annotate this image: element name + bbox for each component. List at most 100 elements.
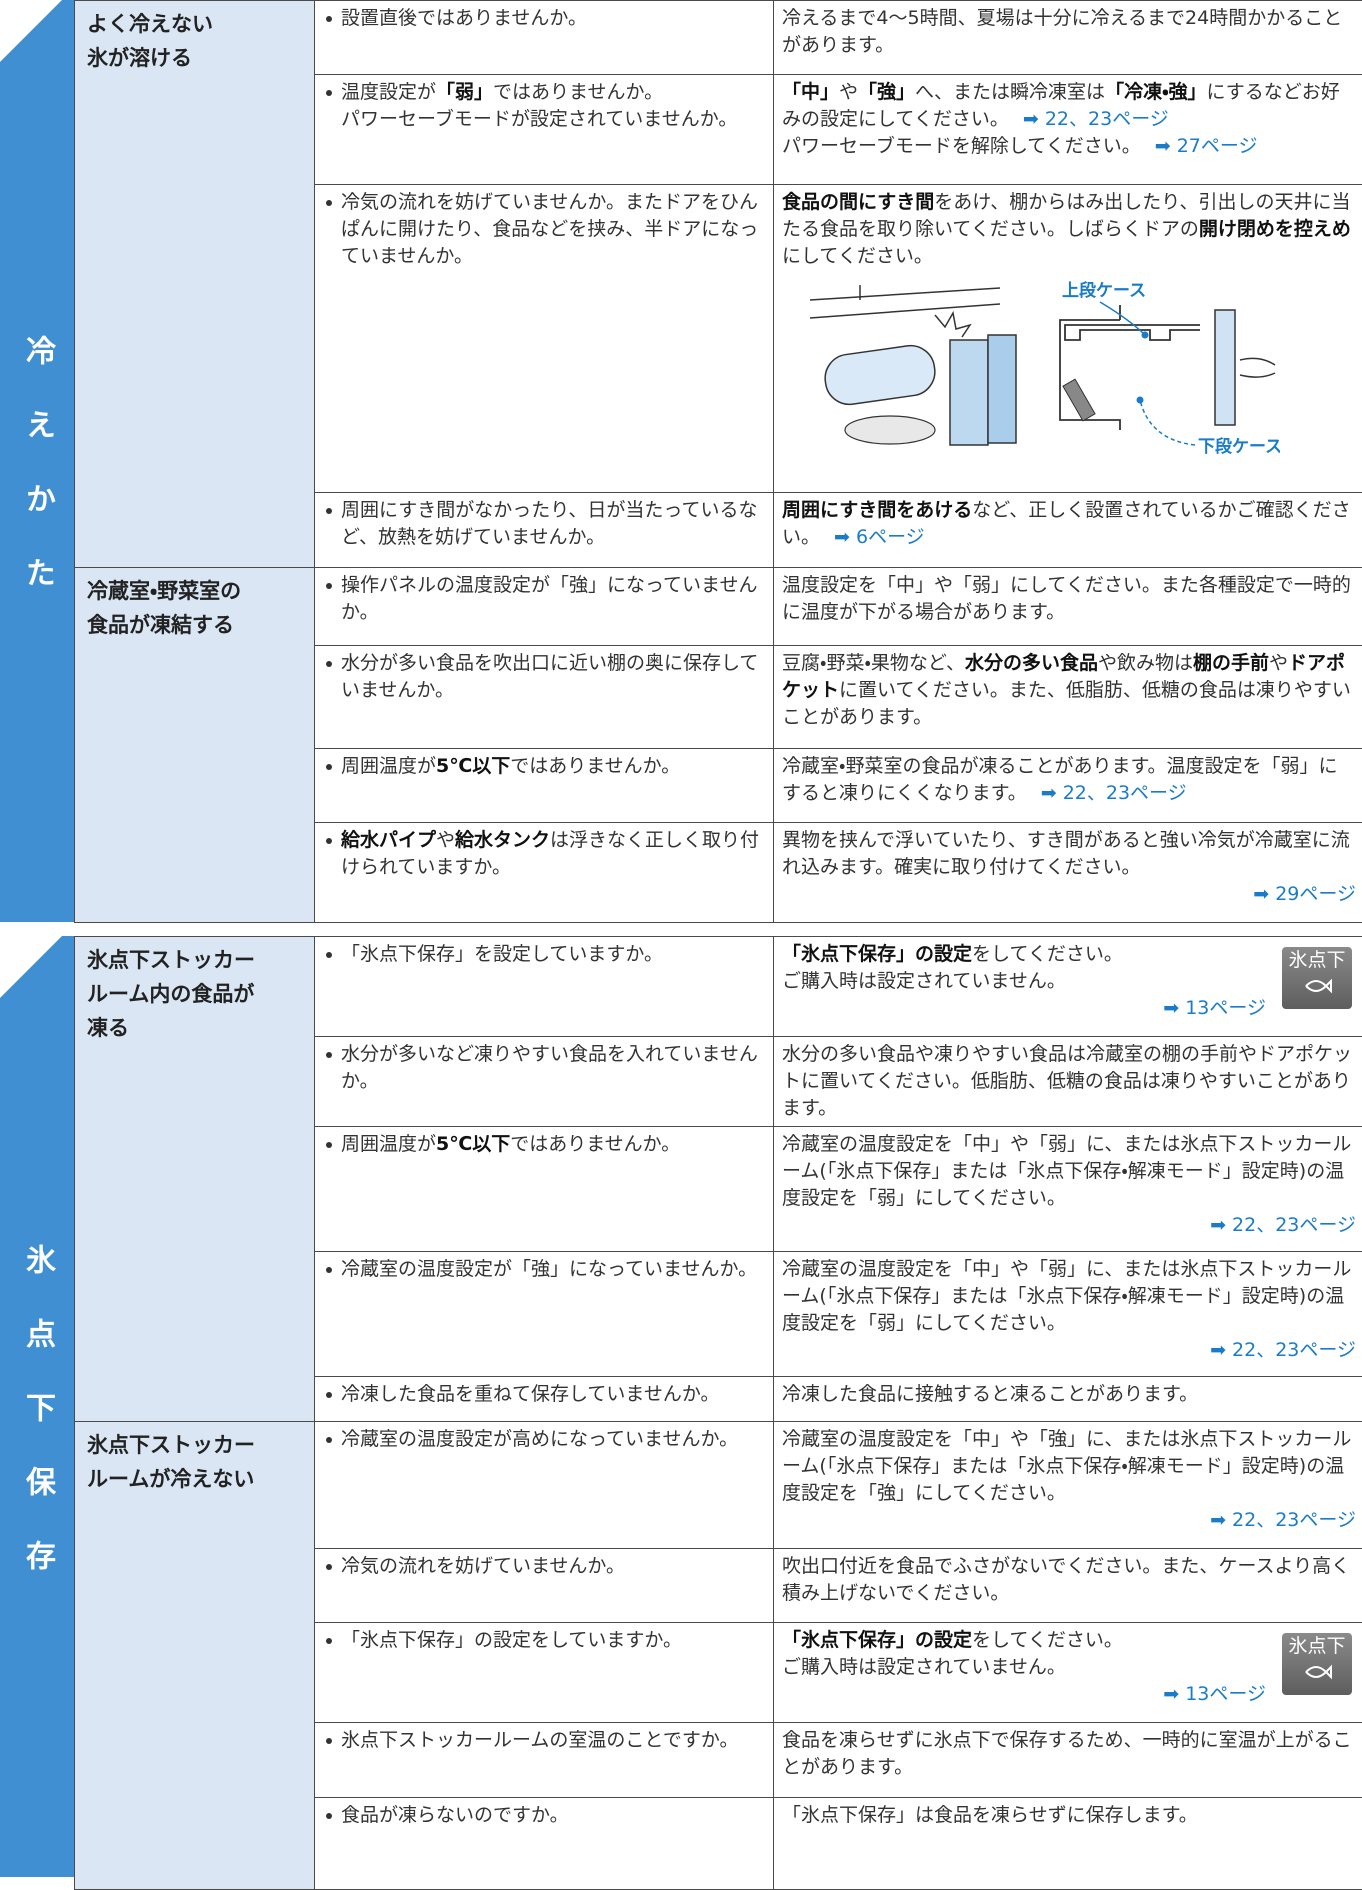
paragraph: ➡ 22、23ページ bbox=[782, 1337, 1356, 1364]
figure-label: 下段ケース bbox=[1198, 436, 1280, 457]
paragraph: 周囲温度が5℃以下ではありませんか。 bbox=[341, 1131, 767, 1158]
remedy-cell: 冷蔵室・野菜室の食品が凍ることがあります。温度設定を「弱」にすると凍りにくくなり… bbox=[774, 749, 1362, 823]
paragraph: 吹出口付近を食品でふさがないでください。また、ケースより高く積み上げないでくださ… bbox=[782, 1553, 1356, 1607]
bold-text: 開け閉めを控えめ bbox=[1199, 218, 1351, 240]
text-run: 豆腐・野菜・果物など、 bbox=[782, 652, 965, 674]
remedy-cell: 「中」や「強」へ、または瞬冷凍室は「冷凍・強」にするなどお好みの設定にしてくださ… bbox=[774, 75, 1362, 185]
paragraph: 水分の多い食品や凍りやすい食品は冷蔵室の棚の手前やドアポケットに置いてください。… bbox=[782, 1041, 1356, 1122]
bold-text: 5℃以下 bbox=[436, 755, 510, 777]
paragraph: 給水パイプや給水タンクは浮きなく正しく取り付けられていますか。 bbox=[341, 827, 767, 881]
page-reference: ➡ 13ページ bbox=[1163, 997, 1266, 1019]
remedy-cell: 食品の間にすき間をあけ、棚からはみ出したり、引出しの天井に当たる食品を取り除いて… bbox=[774, 185, 1362, 493]
paragraph: 豆腐・野菜・果物など、水分の多い食品や飲み物は棚の手前やドアポケットに置いてくだ… bbox=[782, 650, 1356, 731]
check-cell: 「氷点下保存」の設定をしていますか。 bbox=[315, 1623, 774, 1723]
check-cell: 水分が多いなど凍りやすい食品を入れていませんか。 bbox=[315, 1037, 774, 1127]
bullet bbox=[326, 1267, 332, 1273]
category-cell: よく冷えない氷が溶ける bbox=[75, 1, 315, 568]
text-run: へ、または瞬冷凍室は bbox=[915, 81, 1105, 103]
bottle bbox=[822, 343, 938, 408]
page-reference: ➡ 22、23ページ bbox=[1210, 1509, 1356, 1531]
paragraph: 「氷点下保存」の設定をしていますか。 bbox=[341, 1627, 767, 1654]
bullet bbox=[326, 1738, 332, 1744]
bold-text: 「氷点下保存」の設定 bbox=[782, 1629, 972, 1651]
mode-icon-label: 氷点下 bbox=[1282, 1633, 1352, 1659]
paragraph: 操作パネルの温度設定が「強」になっていませんか。 bbox=[341, 572, 767, 626]
paragraph: 「氷点下保存」は食品を凍らせずに保存します。 bbox=[782, 1802, 1356, 1829]
text-run: や bbox=[436, 829, 455, 851]
check-cell: 冷蔵室の温度設定が「強」になっていませんか。 bbox=[315, 1252, 774, 1377]
fish-icon bbox=[1302, 1661, 1332, 1683]
hand bbox=[1240, 358, 1275, 377]
bullet bbox=[326, 952, 332, 958]
paragraph: 冷蔵室の温度設定を「中」や「強」に、または氷点下ストッカールーム(「氷点下保存」… bbox=[782, 1426, 1356, 1507]
category-line: ルーム内の食品が bbox=[87, 977, 302, 1011]
check-cell: 設置直後ではありませんか。 bbox=[315, 1, 774, 75]
paragraph: 冷気の流れを妨げていませんか。 bbox=[341, 1553, 767, 1580]
paragraph: 「氷点下保存」の設定をしてください。 bbox=[782, 941, 1266, 968]
category-line: 冷蔵室・野菜室の bbox=[87, 574, 302, 608]
trouble-table: よく冷えない氷が溶ける設置直後ではありませんか。冷えるまで4〜5時間、夏場は十分… bbox=[74, 0, 1362, 923]
text-run: にしてください。 bbox=[782, 245, 933, 267]
fish-shape bbox=[1306, 1667, 1331, 1677]
table-row: 冷蔵室・野菜室の食品が凍結する操作パネルの温度設定が「強」になっていませんか。温… bbox=[75, 568, 1362, 646]
bold-text: 給水パイプ bbox=[341, 829, 436, 851]
paragraph: パワーセーブモードが設定されていませんか。 bbox=[341, 106, 767, 133]
remedy-cell: 冷凍した食品に接触すると凍ることがあります。 bbox=[774, 1377, 1362, 1422]
table-body: よく冷えない氷が溶ける設置直後ではありませんか。冷えるまで4〜5時間、夏場は十分… bbox=[75, 1, 1362, 923]
paragraph: 冷蔵室・野菜室の食品が凍ることがあります。温度設定を「弱」にすると凍りにくくなり… bbox=[782, 753, 1356, 807]
category-cell: 氷点下ストッカールーム内の食品が凍る bbox=[75, 937, 315, 1422]
text-run: や bbox=[1269, 652, 1288, 674]
paragraph: ➡ 29ページ bbox=[782, 881, 1356, 908]
paragraph: 冷えるまで4〜5時間、夏場は十分に冷えるまで24時間かかることがあります。 bbox=[782, 5, 1356, 59]
section-title: 氷点下保存 bbox=[22, 1244, 52, 1614]
fish-icon bbox=[1302, 975, 1332, 997]
paragraph: ➡ 22、23ページ bbox=[782, 1212, 1356, 1239]
text-run: パワーセーブモードを解除してください。 bbox=[782, 135, 1141, 157]
check-cell: 冷気の流れを妨げていませんか。またドアをひんぱんに開けたり、食品などを挟み、半ド… bbox=[315, 185, 774, 493]
paragraph: 周囲にすき間をあけるなど、正しく設置されているかご確認ください。➡ 6ページ bbox=[782, 497, 1356, 551]
check-cell: 周囲温度が5℃以下ではありませんか。 bbox=[315, 1127, 774, 1252]
text-run: ではありませんか。 bbox=[493, 81, 663, 103]
bullet bbox=[326, 764, 332, 770]
text-run: 温度設定が bbox=[341, 81, 436, 103]
text-run: をしてください。 bbox=[972, 943, 1123, 965]
page-reference: ➡ 13ページ bbox=[1163, 1683, 1266, 1705]
table-body: 氷点下ストッカールーム内の食品が凍る「氷点下保存」を設定していますか。「氷点下保… bbox=[75, 937, 1362, 1890]
paragraph: 周囲にすき間がなかったり、日が当たっているなど、放熱を妨げていませんか。 bbox=[341, 497, 767, 551]
category-line: 氷点下ストッカー bbox=[87, 1428, 302, 1462]
check-cell: 操作パネルの温度設定が「強」になっていませんか。 bbox=[315, 568, 774, 646]
bullet bbox=[326, 1437, 332, 1443]
leader-dot bbox=[1142, 332, 1149, 339]
bullet bbox=[326, 508, 332, 514]
check-cell: 冷気の流れを妨げていませんか。 bbox=[315, 1549, 774, 1623]
bullet bbox=[326, 90, 332, 96]
mode-icon-label: 氷点下 bbox=[1282, 947, 1352, 973]
check-cell: 水分が多い食品を吹出口に近い棚の奥に保存していませんか。 bbox=[315, 646, 774, 749]
bullet bbox=[326, 1564, 332, 1570]
bullet bbox=[326, 1638, 332, 1644]
paragraph: 「氷点下保存」を設定していますか。 bbox=[341, 941, 767, 968]
page-reference: ➡ 22、23ページ bbox=[1041, 782, 1187, 804]
paragraph: 設置直後ではありませんか。 bbox=[341, 5, 767, 32]
text-run: 周囲温度が bbox=[341, 1133, 436, 1155]
remedy-cell: 冷蔵室の温度設定を「中」や「強」に、または氷点下ストッカールーム(「氷点下保存」… bbox=[774, 1422, 1362, 1549]
text-run: をしてください。 bbox=[972, 1629, 1123, 1651]
text-run: や bbox=[839, 81, 858, 103]
bold-text: 「弱」 bbox=[436, 81, 493, 103]
paragraph: 異物を挟んで浮いていたり、すき間があると強い冷気が冷蔵室に流れ込みます。確実に取… bbox=[782, 827, 1356, 881]
bold-text: 「強」 bbox=[858, 81, 915, 103]
paragraph: 食品の間にすき間をあけ、棚からはみ出したり、引出しの天井に当たる食品を取り除いて… bbox=[782, 189, 1356, 270]
text-run: に置いてください。また、低脂肪、低糖の食品は凍りやすいことがあります。 bbox=[782, 679, 1351, 728]
text-run: や飲み物は bbox=[1098, 652, 1193, 674]
paragraph: 食品が凍らないのですか。 bbox=[341, 1802, 767, 1829]
table-row: 氷点下ストッカールーム内の食品が凍る「氷点下保存」を設定していますか。「氷点下保… bbox=[75, 937, 1362, 1037]
burst bbox=[935, 313, 970, 337]
category-line: 氷点下ストッカー bbox=[87, 943, 302, 977]
remedy-cell: 異物を挟んで浮いていたり、すき間があると強い冷気が冷蔵室に流れ込みます。確実に取… bbox=[774, 823, 1362, 923]
bold-text: 給水タンク bbox=[455, 829, 550, 851]
paragraph: ➡ 13ページ bbox=[782, 1681, 1266, 1708]
paragraph: 温度設定を「中」や「弱」にしてください。また各種設定で一時的に温度が下がる場合が… bbox=[782, 572, 1356, 626]
paragraph: 「中」や「強」へ、または瞬冷凍室は「冷凍・強」にするなどお好みの設定にしてくださ… bbox=[782, 79, 1356, 133]
